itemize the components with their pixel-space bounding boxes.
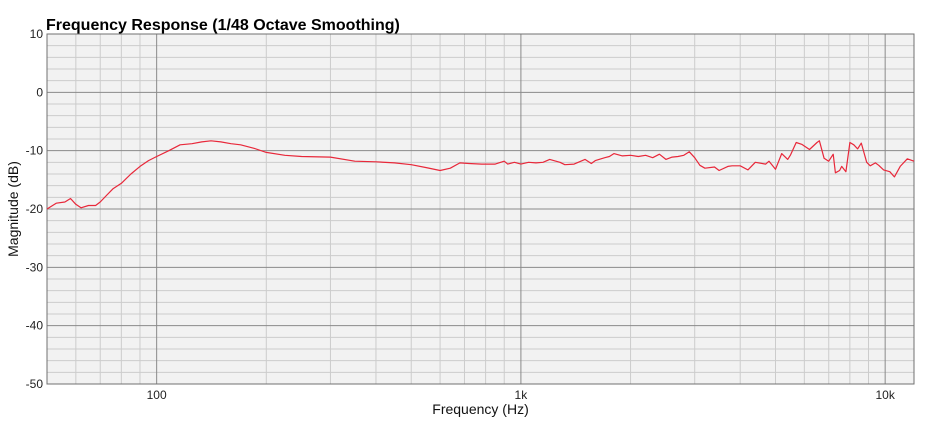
y-tick-label: 10 — [30, 27, 44, 41]
y-tick-label: 0 — [36, 85, 43, 99]
y-axis-label: Magnitude (dB) — [5, 161, 21, 257]
series-layer — [46, 140, 915, 210]
y-tick-label: -40 — [26, 319, 44, 333]
x-tick-label: 1k — [515, 388, 529, 402]
y-tick-label: -50 — [26, 377, 44, 391]
y-tick-labels: 10 0 -10 -20 -30 -40 -50 — [26, 27, 44, 391]
frequency-response-line — [46, 140, 915, 210]
y-tick-label: -10 — [26, 144, 44, 158]
x-axis-label: Frequency (Hz) — [432, 401, 528, 417]
y-tick-label: -20 — [26, 202, 44, 216]
x-tick-labels: 100 1k 10k — [147, 388, 896, 402]
y-tick-label: -30 — [26, 260, 44, 274]
chart-title: Frequency Response (1/48 Octave Smoothin… — [46, 17, 400, 34]
x-tick-label: 10k — [875, 388, 895, 402]
x-tick-label: 100 — [147, 388, 167, 402]
